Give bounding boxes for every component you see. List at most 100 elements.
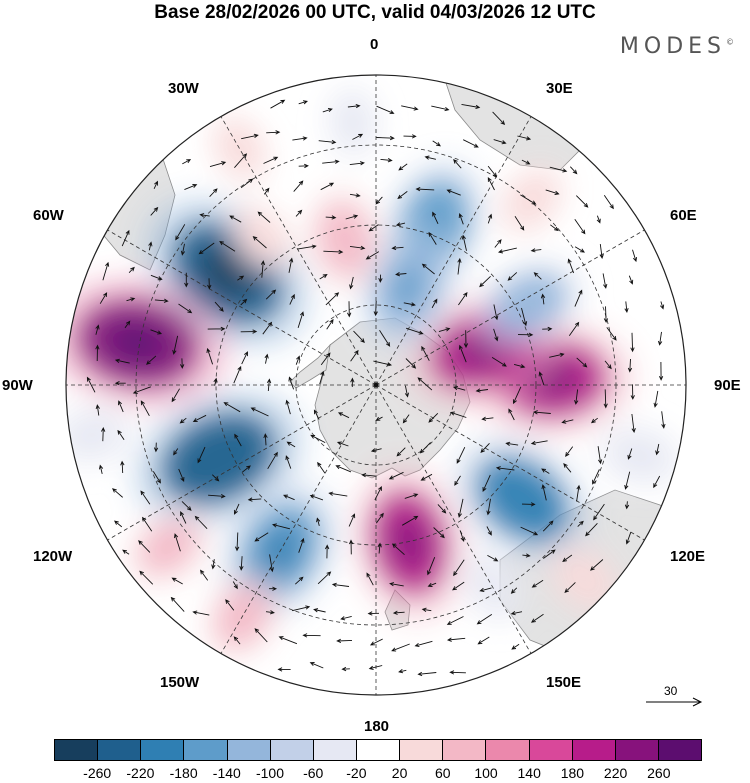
positive-anomaly-blob <box>139 520 197 574</box>
wind-arrow <box>517 332 534 337</box>
wind-arrow <box>378 274 383 283</box>
wind-arrow <box>492 111 506 126</box>
wind-arrow <box>320 352 331 366</box>
wind-arrow <box>293 180 304 192</box>
label-60e: 60E <box>670 207 697 224</box>
colorbar-tick-label: -20 <box>346 765 367 781</box>
wind-arrow <box>95 324 100 335</box>
wind-arrow <box>132 386 151 394</box>
wind-arrow <box>264 353 269 364</box>
wind-arrow <box>325 292 340 306</box>
wind-arrow <box>368 224 379 232</box>
wind-arrow <box>270 99 286 109</box>
wind-arrow <box>184 184 198 191</box>
wind-arrow <box>240 298 248 306</box>
wind-arrow <box>117 429 125 441</box>
wind-arrow <box>292 136 308 141</box>
anomaly-core <box>189 435 248 482</box>
wind-arrow <box>240 329 258 334</box>
wind-arrow <box>446 189 461 196</box>
wind-arrow <box>265 289 277 300</box>
wind-arrow <box>624 501 630 510</box>
wind-arrow <box>285 455 292 469</box>
wind-arrow <box>181 501 192 511</box>
wind-arrow <box>530 613 544 623</box>
wind-arrow <box>95 344 100 362</box>
wind-arrow <box>574 389 579 405</box>
wind-arrow <box>538 371 545 386</box>
wind-arrow <box>403 302 416 307</box>
wind-arrow <box>479 587 492 593</box>
label-30w: 30W <box>168 80 199 97</box>
colorbar-tick-label: -260 <box>83 765 112 781</box>
wind-arrow <box>487 213 493 224</box>
wind-arrow <box>263 433 268 446</box>
wind-arrow <box>593 503 605 521</box>
wind-arrow <box>192 414 207 422</box>
wind-arrow <box>326 318 334 330</box>
anomaly-core <box>509 287 549 320</box>
wind-arrow <box>213 377 218 386</box>
wind-arrow <box>113 520 123 528</box>
wind-arrow <box>345 214 359 220</box>
wind-arrow <box>531 579 544 588</box>
wind-arrow <box>254 532 269 542</box>
wind-arrow <box>375 416 383 421</box>
wind-arrow <box>458 213 464 225</box>
colorbar-tick-label: 20 <box>391 765 408 781</box>
wind-arrow <box>602 273 608 289</box>
wind-arrow <box>286 441 296 448</box>
wind-arrow <box>603 194 614 210</box>
wind-arrow <box>219 241 236 252</box>
label-60w: 60W <box>33 207 64 224</box>
wind-arrow <box>493 139 507 145</box>
wind-arrow <box>449 411 467 418</box>
meridian-line <box>107 229 377 386</box>
colorbar-tick-label: -100 <box>255 765 285 781</box>
wind-arrow <box>494 239 502 248</box>
wind-arrow <box>322 159 340 164</box>
wind-arrow <box>347 301 352 318</box>
wind-arrow <box>419 442 431 454</box>
wind-arrow <box>491 357 507 367</box>
wind-arrow <box>542 326 553 332</box>
wind-arrow <box>209 188 218 198</box>
wind-arrow <box>316 517 321 527</box>
wind-arrow <box>211 559 216 570</box>
wind-arrow <box>545 189 560 195</box>
wind-arrow <box>389 582 404 587</box>
wind-arrow <box>590 559 604 571</box>
wind-arrow <box>337 412 350 419</box>
wind-arrow <box>592 469 600 485</box>
wind-arrow <box>487 176 495 191</box>
colorbar-tick-label: -180 <box>169 765 198 781</box>
wind-arrow <box>234 433 242 447</box>
wind-arrow <box>446 616 464 625</box>
wind-arrow <box>530 248 542 253</box>
wind-arrow <box>479 275 491 288</box>
wind-arrow <box>121 229 130 247</box>
wind-arrow <box>140 400 150 417</box>
wind-arrow <box>295 209 303 217</box>
wind-arrow <box>388 471 404 480</box>
wind-arrow <box>352 133 364 140</box>
wind-arrow <box>349 276 354 290</box>
wind-arrow <box>401 105 419 111</box>
negative-anomaly-blob <box>608 432 671 479</box>
wind-arrow <box>415 186 435 192</box>
wind-arrow <box>510 611 523 616</box>
wind-arrow <box>486 526 492 536</box>
colorbar-tick-label: -60 <box>303 765 324 781</box>
wind-arrow <box>549 166 568 173</box>
wind-arrow <box>404 493 419 499</box>
anomaly-core <box>391 266 425 310</box>
wind-arrow <box>540 293 546 305</box>
wind-arrow <box>375 512 384 524</box>
wind-arrow <box>197 446 206 464</box>
wind-arrow <box>401 515 419 526</box>
wind-arrow <box>180 511 187 524</box>
wind-arrow <box>561 419 574 424</box>
wind-arrow <box>373 360 393 367</box>
wind-arrow <box>124 320 131 329</box>
